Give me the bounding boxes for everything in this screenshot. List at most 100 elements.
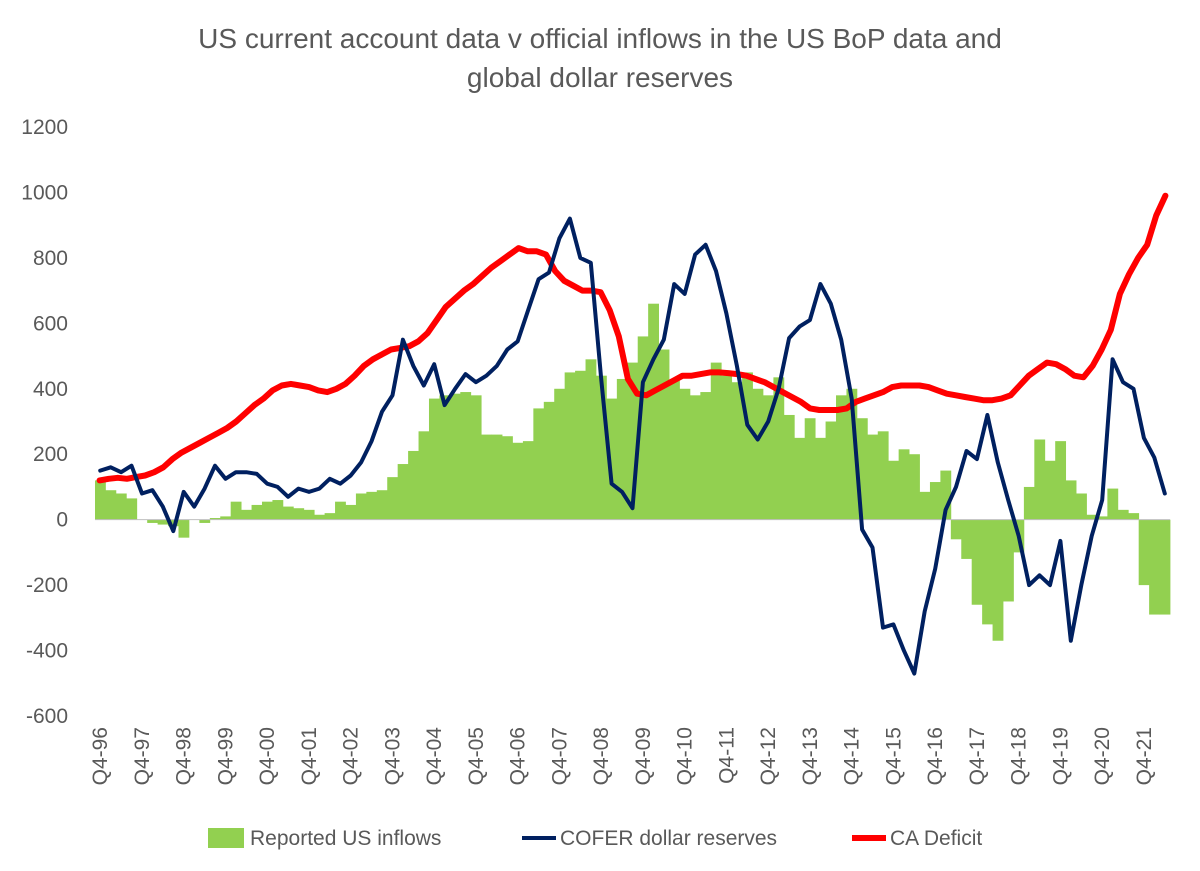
bar-reported-us-inflows [387, 477, 399, 520]
line-ca-deficit [96, 192, 1169, 484]
bar-reported-us-inflows [1117, 509, 1129, 520]
bar-reported-us-inflows [564, 372, 576, 520]
x-tick-label: Q4-13 [799, 727, 822, 785]
x-tick-label: Q4-06 [507, 727, 530, 785]
bar-reported-us-inflows [877, 431, 889, 520]
bar-reported-us-inflows [251, 504, 263, 520]
x-tick-label: Q4-21 [1133, 727, 1156, 785]
x-tick-label: Q4-11 [715, 727, 738, 784]
bar-reported-us-inflows [355, 493, 367, 520]
bar-reported-us-inflows [303, 509, 315, 520]
x-tick-label: Q4-97 [131, 727, 154, 785]
y-tick-label: 600 [33, 312, 68, 335]
bar-reported-us-inflows [554, 388, 566, 520]
bar-reported-us-inflows [773, 377, 785, 520]
bar-reported-us-inflows [439, 395, 451, 520]
bar-reported-us-inflows [115, 493, 127, 520]
bar-reported-us-inflows [815, 437, 826, 520]
bar-reported-us-inflows [1003, 519, 1014, 602]
bar-reported-us-inflows [762, 395, 774, 520]
bar-reported-us-inflows [752, 388, 764, 520]
x-tick-label: Q4-17 [966, 727, 989, 785]
x-tick-label: Q4-14 [841, 727, 864, 786]
chart-title-line-2: global dollar reserves [467, 62, 733, 93]
bar-reported-us-inflows [1096, 516, 1108, 520]
bars-series [95, 303, 1171, 641]
x-tick-label: Q4-20 [1091, 727, 1114, 785]
bar-reported-us-inflows [543, 401, 555, 520]
bar-reported-us-inflows [345, 504, 357, 520]
x-tick-label: Q4-07 [548, 727, 571, 785]
bar-reported-us-inflows [502, 436, 513, 520]
bar-reported-us-inflows [742, 372, 753, 520]
x-tick-label: Q4-12 [757, 727, 780, 785]
y-tick-label: -600 [26, 705, 68, 728]
bar-reported-us-inflows [1138, 519, 1150, 586]
bar-reported-us-inflows [627, 362, 639, 520]
x-tick-label: Q4-00 [256, 727, 279, 785]
bar-reported-us-inflows [1076, 493, 1087, 520]
bar-reported-us-inflows [178, 519, 190, 538]
x-tick-label: Q4-19 [1049, 727, 1072, 785]
legend-swatch-reported-us-inflows [208, 828, 244, 848]
bar-reported-us-inflows [408, 450, 419, 520]
bar-reported-us-inflows [397, 464, 409, 520]
bar-reported-us-inflows [428, 398, 440, 520]
x-tick-label: Q4-18 [1008, 727, 1031, 785]
x-tick-label: Q4-02 [340, 727, 363, 785]
bar-reported-us-inflows [209, 518, 221, 520]
bar-reported-us-inflows [1128, 513, 1140, 520]
y-tick-label: 400 [33, 378, 68, 401]
bar-reported-us-inflows [147, 519, 159, 523]
legend: Reported US inflows COFER dollar reserves… [208, 827, 982, 850]
bar-reported-us-inflows [460, 392, 472, 520]
x-tick-label: Q4-03 [382, 727, 405, 785]
bar-reported-us-inflows [282, 506, 294, 520]
bar-reported-us-inflows [700, 392, 712, 520]
bar-reported-us-inflows [376, 490, 388, 520]
bar-reported-us-inflows [992, 519, 1004, 641]
bar-reported-us-inflows [731, 382, 743, 520]
x-tick-label: Q4-05 [465, 727, 488, 785]
bar-reported-us-inflows [961, 519, 973, 559]
bar-reported-us-inflows [867, 434, 879, 520]
bar-reported-us-inflows [804, 418, 816, 520]
y-axis: 1200 1000 800 600 400 200 0 -200 -400 -600 [21, 116, 68, 728]
bar-reported-us-inflows [105, 490, 117, 520]
y-tick-label: -400 [26, 640, 68, 663]
bar-reported-us-inflows [1149, 519, 1160, 615]
x-tick-label: Q4-01 [298, 727, 321, 785]
y-tick-label: 200 [33, 443, 68, 466]
y-tick-label: 1000 [21, 181, 68, 204]
bar-reported-us-inflows [1034, 439, 1046, 520]
bar-reported-us-inflows [982, 519, 993, 625]
legend-label-reported-us-inflows: Reported US inflows [250, 827, 441, 850]
bar-reported-us-inflows [669, 380, 680, 520]
bar-reported-us-inflows [533, 408, 545, 520]
bar-reported-us-inflows [512, 442, 524, 520]
bar-reported-us-inflows [856, 418, 868, 520]
bar-reported-us-inflows [950, 519, 962, 540]
bar-reported-us-inflows [230, 501, 242, 520]
x-tick-label: Q4-99 [215, 727, 238, 785]
bar-reported-us-inflows [898, 449, 910, 520]
bar-reported-us-inflows [940, 470, 952, 520]
bar-reported-us-inflows [909, 454, 920, 520]
x-tick-label: Q4-96 [89, 727, 112, 785]
x-tick-label: Q4-08 [590, 727, 613, 785]
x-tick-label: Q4-10 [674, 727, 697, 785]
bar-reported-us-inflows [1107, 488, 1119, 520]
y-tick-label: 800 [33, 247, 68, 270]
bar-reported-us-inflows [648, 303, 659, 520]
line-cofer-dollar-reserves [98, 216, 1167, 676]
bar-reported-us-inflows [1055, 441, 1067, 520]
bar-reported-us-inflows [418, 431, 430, 520]
bar-reported-us-inflows [794, 437, 806, 520]
bar-reported-us-inflows [199, 519, 211, 523]
bar-reported-us-inflows [470, 395, 482, 520]
bar-reported-us-inflows [126, 498, 138, 520]
bar-reported-us-inflows [491, 434, 503, 520]
bar-reported-us-inflows [1086, 514, 1098, 520]
bar-reported-us-inflows [293, 508, 305, 520]
x-tick-label: Q4-16 [924, 727, 947, 785]
